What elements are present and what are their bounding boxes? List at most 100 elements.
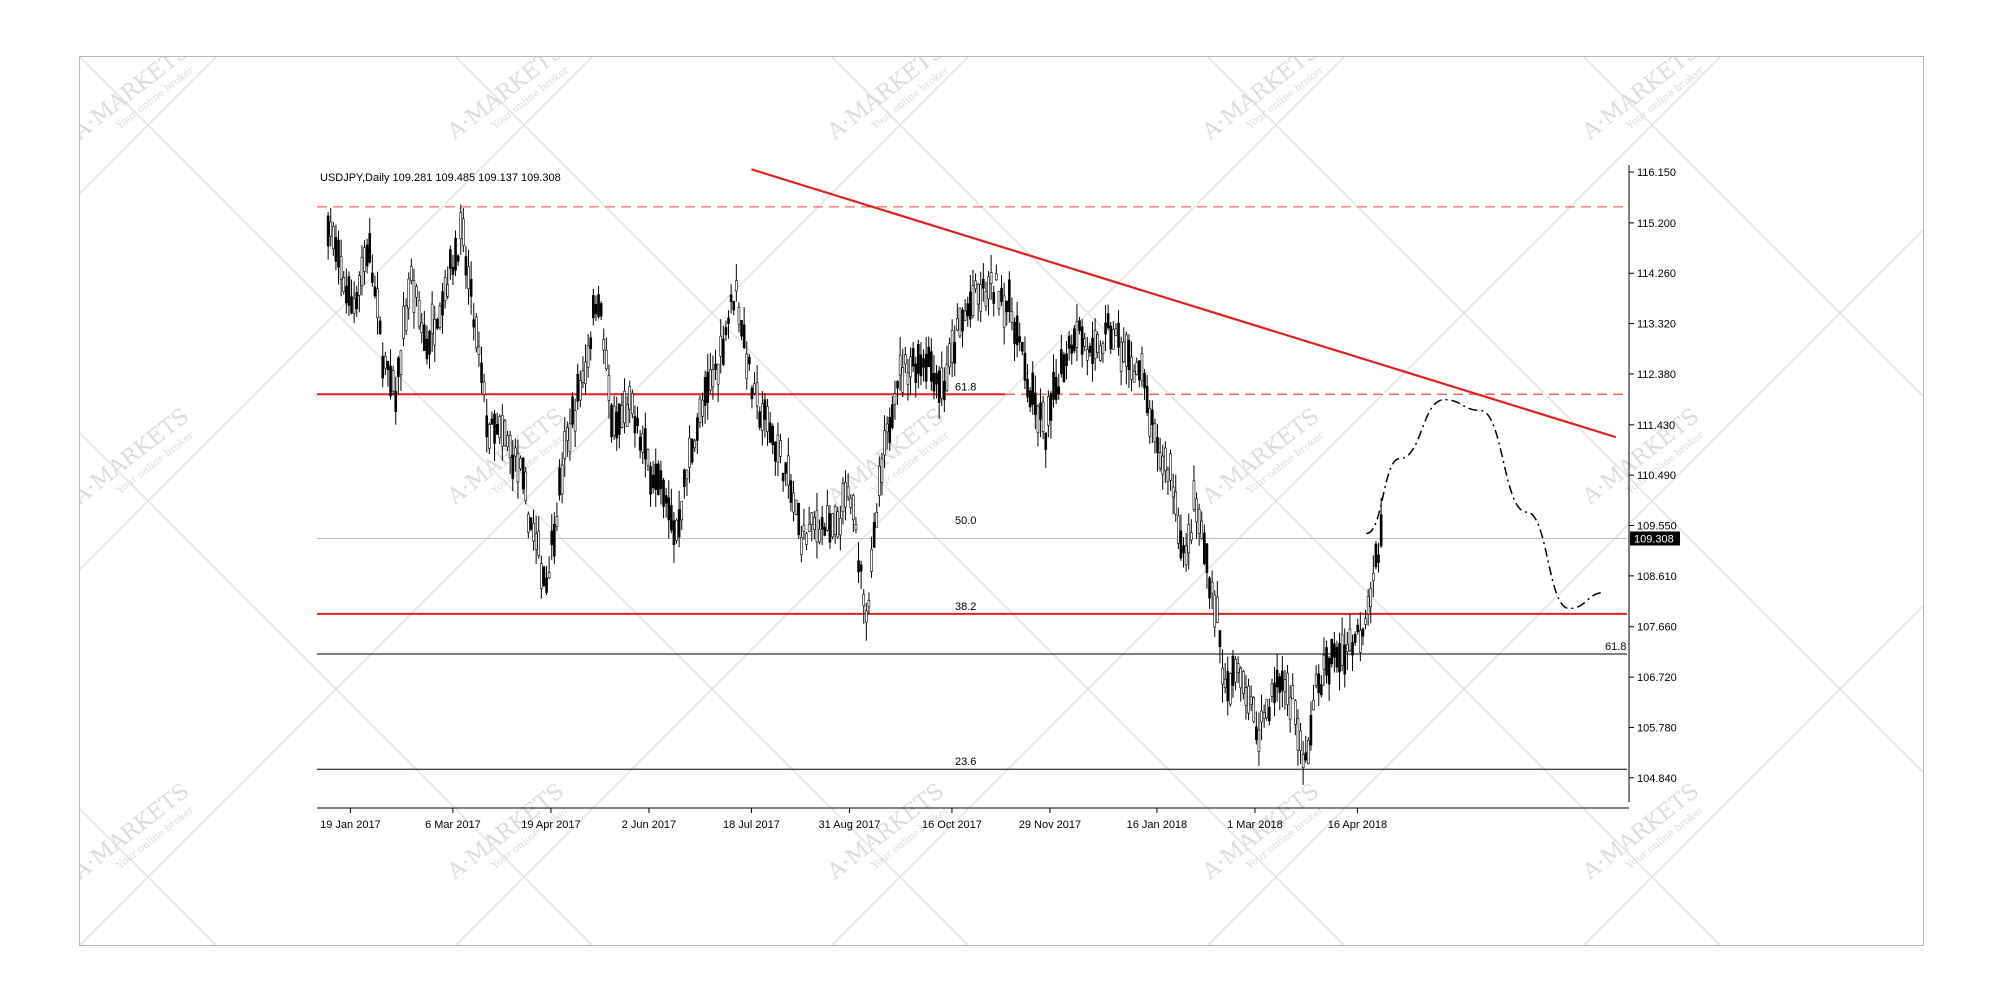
candle-body — [1130, 356, 1133, 380]
candle-body — [789, 480, 793, 503]
candle-body — [459, 212, 463, 240]
candle-body — [529, 517, 533, 530]
candle-body — [337, 239, 340, 268]
candles-layer — [326, 204, 1383, 785]
candle-body — [477, 346, 481, 356]
candle-body — [1278, 676, 1282, 693]
candle-body — [550, 530, 554, 546]
candle-body — [495, 424, 499, 435]
candle-body — [888, 416, 892, 443]
candle-body — [1073, 328, 1076, 352]
candle-body — [1294, 700, 1297, 725]
candle-body — [464, 256, 468, 276]
candle-body — [516, 452, 520, 483]
candle-body — [547, 572, 551, 579]
candle-body — [334, 237, 338, 262]
candle-body — [1325, 646, 1328, 676]
candle-body — [1314, 674, 1318, 686]
candle-body — [623, 390, 626, 424]
candle-body — [1062, 354, 1066, 383]
candle-body — [930, 351, 933, 382]
candle-body — [815, 510, 819, 543]
candle-body — [415, 286, 418, 298]
candle-body — [644, 428, 647, 460]
x-tick-label: 2 Jun 2017 — [622, 819, 676, 831]
candle-body — [1099, 345, 1102, 361]
candle-body — [607, 375, 611, 401]
candle-body — [1023, 352, 1027, 381]
candle-body — [560, 464, 564, 495]
candle-body — [675, 519, 678, 541]
candle-body — [1114, 328, 1118, 337]
candle-body — [1140, 353, 1144, 382]
candle-body — [914, 363, 918, 383]
candle-body — [1346, 643, 1349, 652]
candle-body — [906, 372, 910, 385]
candle-body — [602, 339, 606, 351]
candle-body — [482, 381, 486, 395]
candle-body — [1340, 634, 1344, 666]
candle-body — [893, 393, 897, 405]
candle-body — [1148, 407, 1152, 437]
candle-body — [628, 386, 632, 410]
candle-body — [368, 233, 372, 263]
candle-body — [553, 523, 556, 557]
candle-body — [1190, 532, 1193, 541]
candle-body — [1060, 349, 1063, 375]
candle-body — [1317, 673, 1321, 694]
candle-body — [703, 377, 707, 406]
watermark-brand: A·MARKETS — [443, 779, 570, 886]
candle-body — [836, 511, 840, 538]
trendline — [751, 168, 1617, 439]
candle-body — [1216, 596, 1219, 623]
candle-body — [1054, 376, 1058, 401]
candle-body — [378, 320, 382, 334]
watermark-line — [455, 57, 1345, 945]
candle-body — [1143, 372, 1146, 389]
candle-body — [1153, 422, 1157, 443]
candle-body — [1078, 320, 1081, 331]
candle-body — [1093, 330, 1097, 359]
candle-body — [472, 319, 476, 328]
candle-body — [672, 520, 676, 545]
candle-body — [355, 292, 359, 310]
candle-body — [911, 348, 915, 367]
candle-body — [685, 469, 689, 480]
y-tick-label: 115.200 — [1637, 218, 1676, 230]
candle-body — [1281, 670, 1284, 691]
candle-body — [735, 280, 738, 292]
candle-body — [454, 237, 457, 271]
candle-body — [995, 273, 998, 281]
candle-body — [992, 292, 996, 304]
candle-body — [566, 427, 569, 441]
candle-body — [389, 365, 392, 397]
candle-body — [1223, 678, 1227, 688]
x-tick-label: 6 Mar 2017 — [425, 819, 481, 831]
candle-body — [1047, 396, 1050, 426]
candle-body — [709, 369, 712, 391]
y-tick-label: 107.660 — [1637, 622, 1677, 634]
candle-body — [862, 593, 866, 607]
candle-body — [404, 305, 408, 331]
candle-body — [784, 462, 788, 474]
candle-body — [1179, 530, 1183, 559]
candle-body — [940, 367, 944, 399]
candle-body — [1096, 334, 1100, 353]
candle-body — [1286, 672, 1289, 705]
candle-body — [831, 513, 834, 538]
symbol-header: USDJPY,Daily 109.281 109.485 109.137 109… — [320, 172, 561, 184]
candle-body — [462, 218, 465, 246]
candle-body — [423, 324, 426, 351]
candle-body — [498, 416, 502, 439]
candle-body — [508, 434, 512, 458]
candle-body — [841, 483, 845, 513]
candle-body — [1182, 545, 1185, 554]
fib-label: 23.6 — [955, 756, 976, 768]
y-tick-label: 109.550 — [1637, 521, 1677, 533]
candle-body — [802, 524, 806, 532]
candle-body — [810, 512, 814, 525]
